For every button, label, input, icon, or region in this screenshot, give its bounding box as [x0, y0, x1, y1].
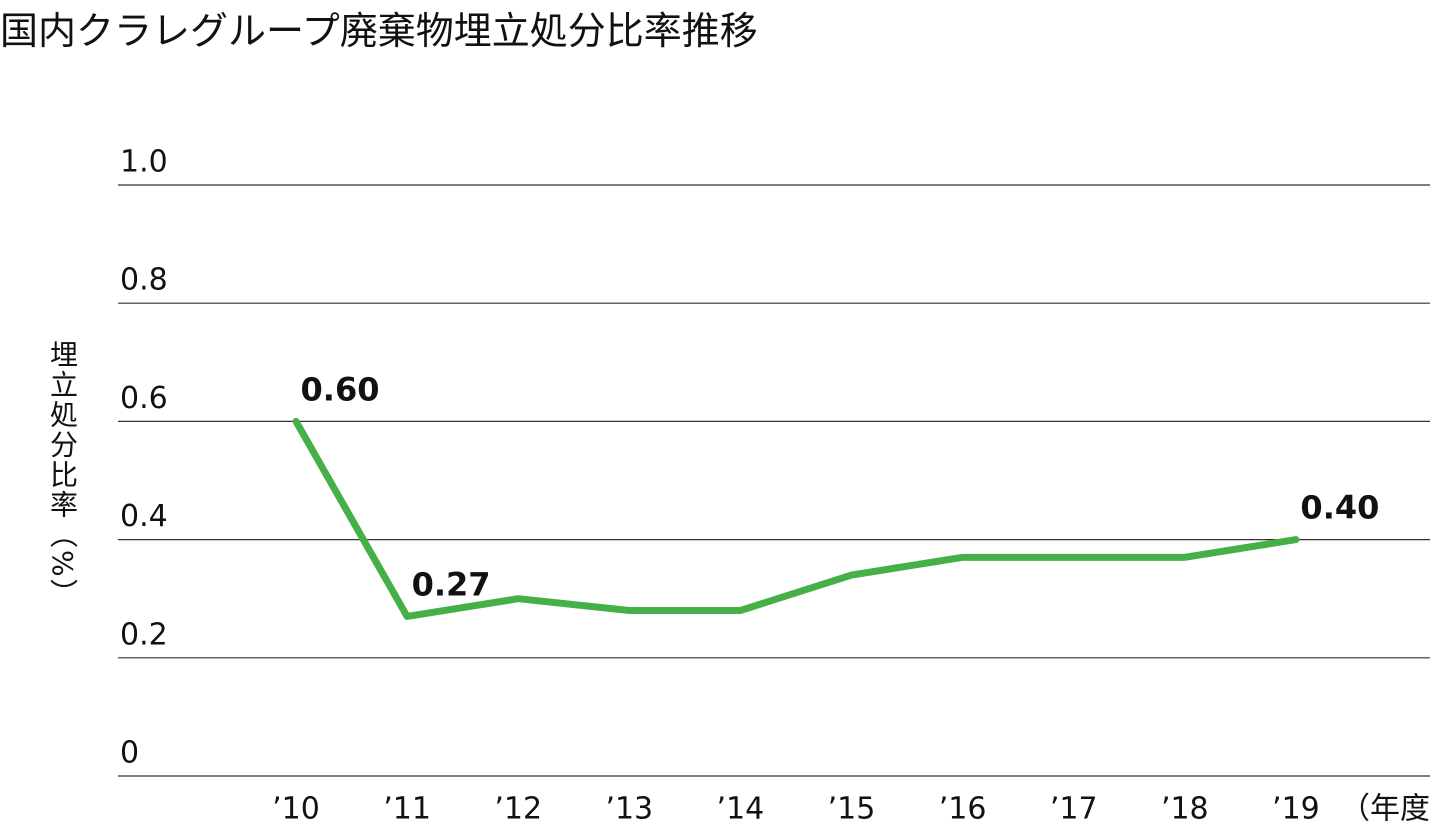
y-tick-label: 0.2 [120, 617, 168, 652]
data-label: 0.40 [1300, 489, 1379, 527]
data-label: 0.27 [412, 565, 491, 603]
y-tick-label: 0 [120, 736, 139, 771]
x-tick-label: ’19 [1272, 792, 1320, 827]
y-axis-label: 埋立処分比率（%） [46, 340, 79, 609]
x-tick-label: ’12 [494, 792, 542, 827]
y-tick-label: 0.6 [120, 381, 168, 416]
data-label: 0.60 [301, 370, 380, 408]
y-tick-label: 0.4 [120, 499, 168, 534]
x-tick-label: ’13 [605, 792, 653, 827]
data-line [292, 417, 1300, 620]
x-tick-label: ’11 [383, 792, 431, 827]
x-tick-label: ’16 [939, 792, 987, 827]
x-tick-label: ’15 [828, 792, 876, 827]
x-unit-label: （年度） [1340, 792, 1430, 827]
x-tick-label: ’10 [272, 792, 320, 827]
x-tick-label: ’17 [1050, 792, 1098, 827]
x-tick-label: ’18 [1161, 792, 1209, 827]
x-tick-label: ’14 [717, 792, 765, 827]
y-tick-label: 1.0 [120, 145, 168, 180]
y-tick-label: 0.8 [120, 263, 168, 298]
chart-title: 国内クラレグループ廃棄物埋立処分比率推移 [0, 9, 758, 53]
